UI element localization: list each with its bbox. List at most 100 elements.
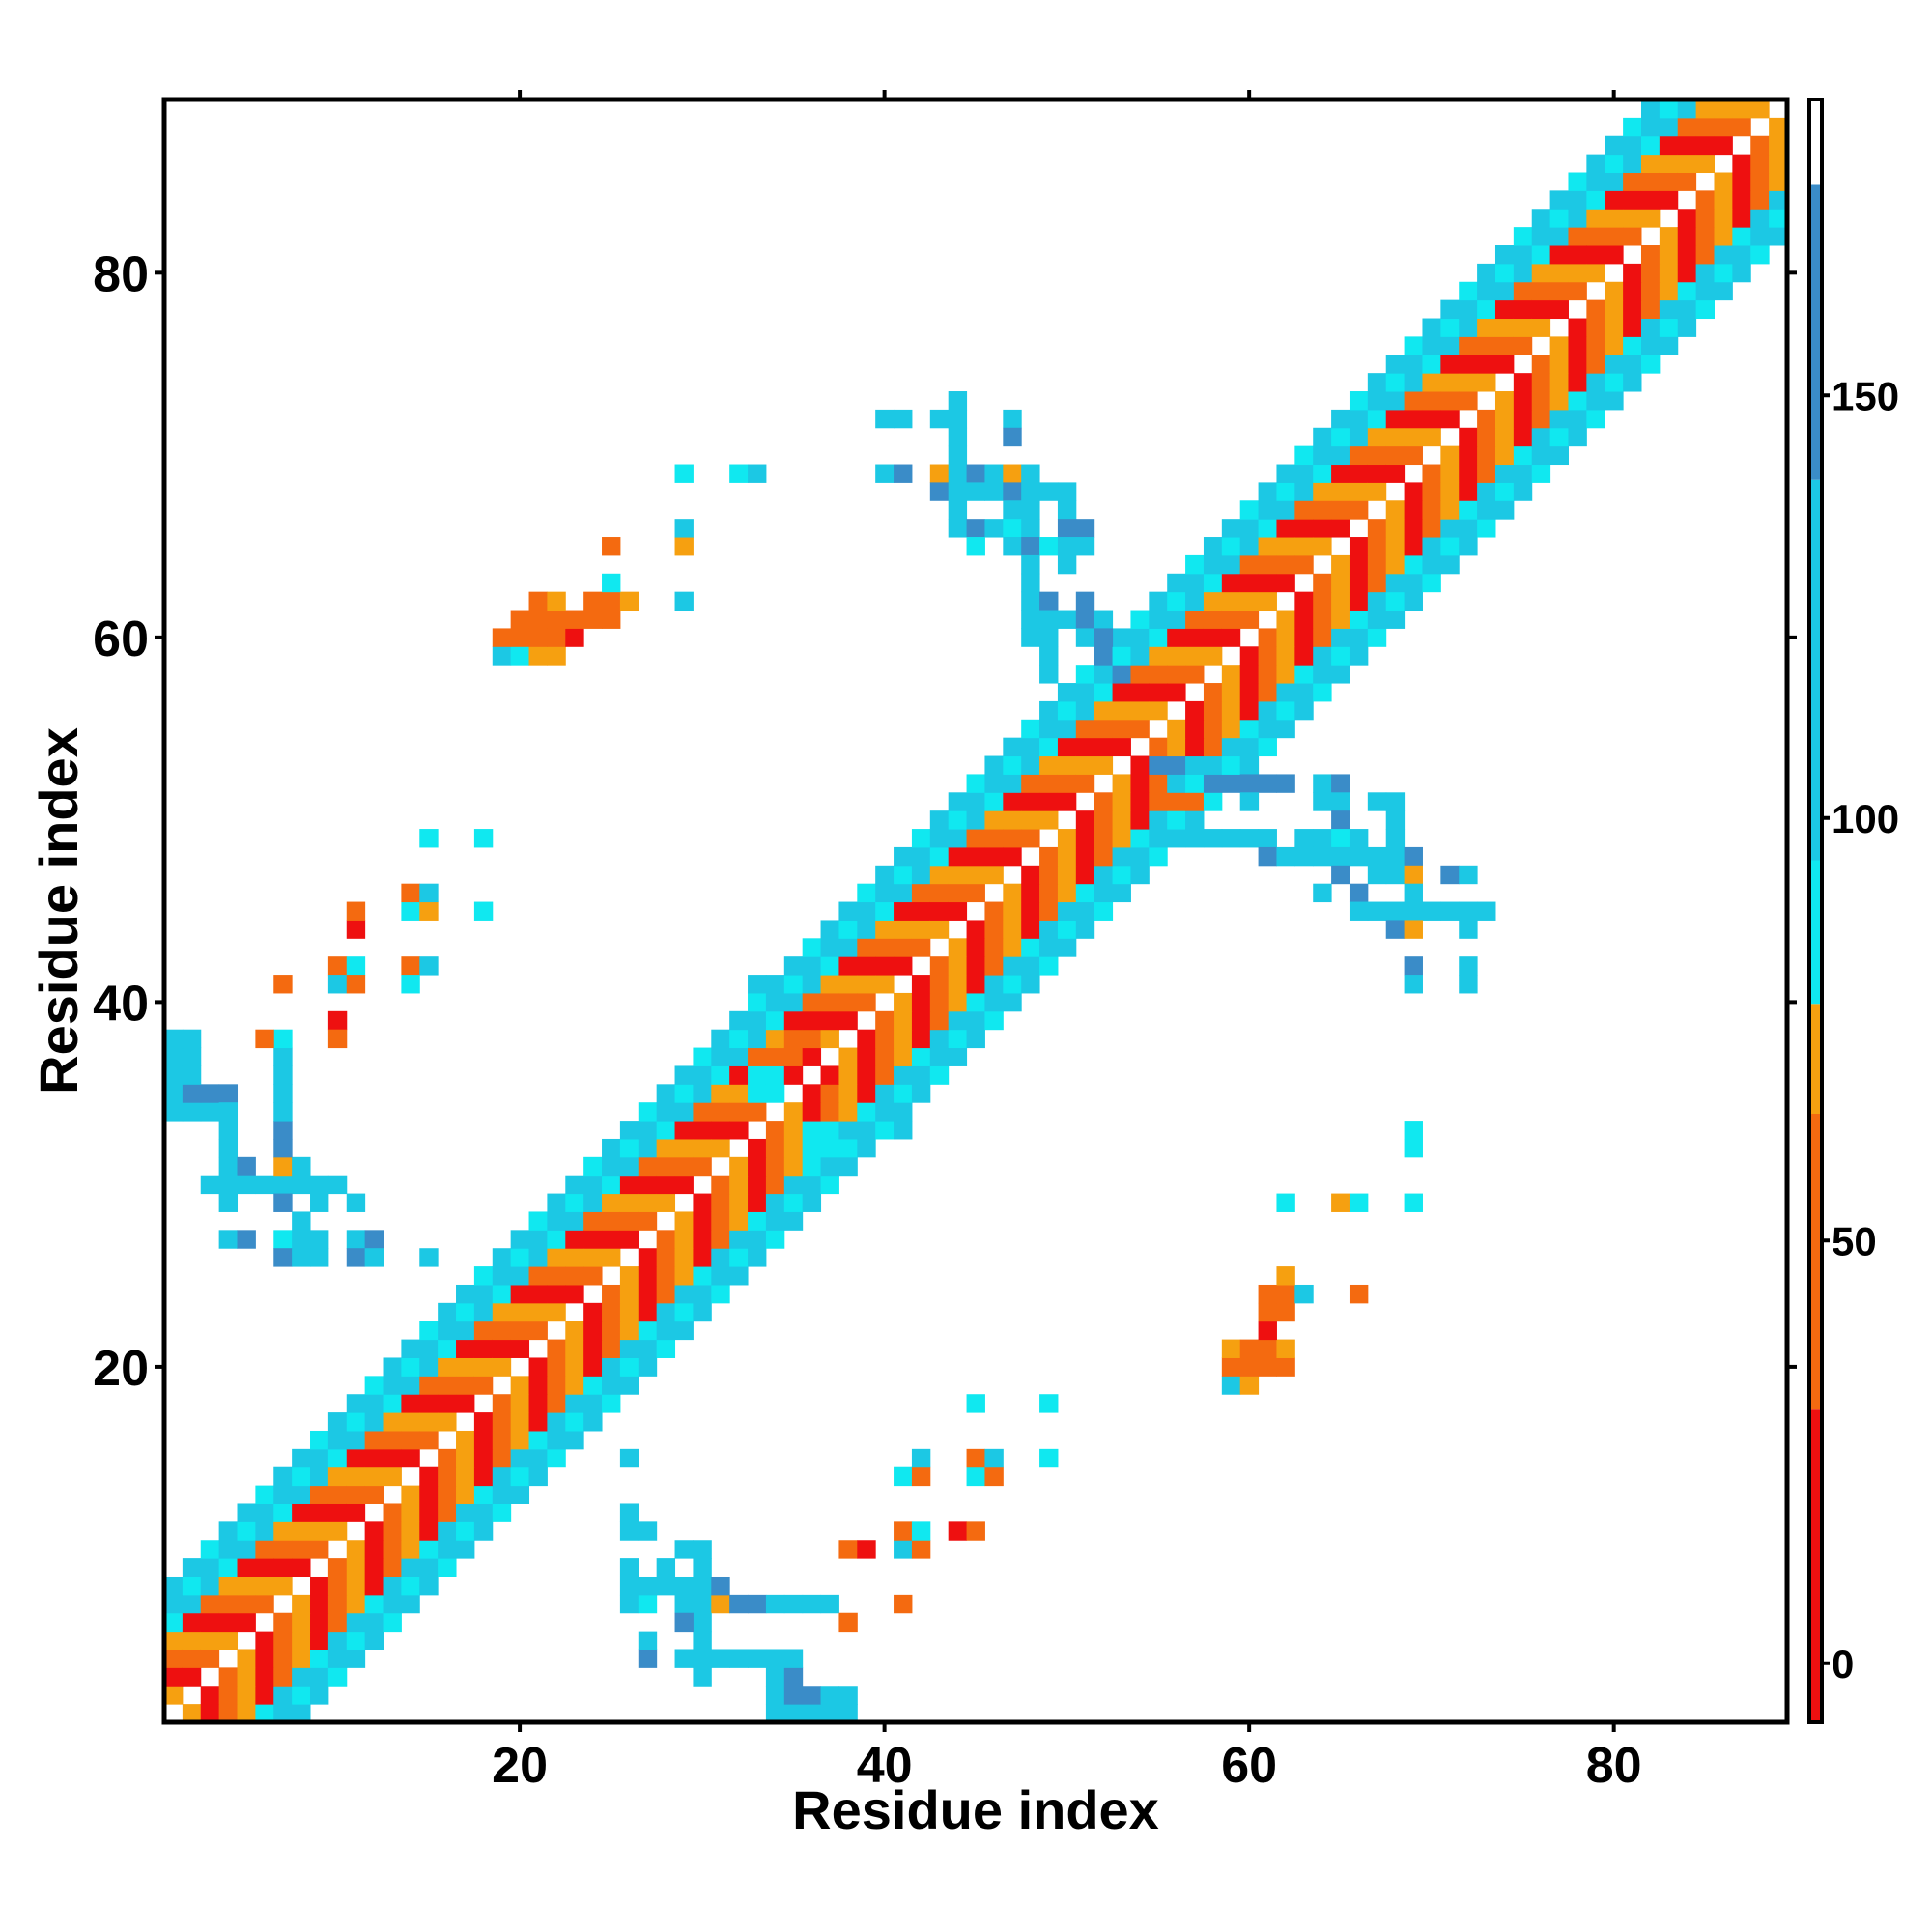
heatmap-cell (1185, 554, 1205, 575)
colorbar-band (1809, 479, 1822, 861)
heatmap-cell (1203, 792, 1223, 811)
heatmap-cell (729, 464, 749, 483)
heatmap-cell (200, 1704, 220, 1723)
heatmap-cell (200, 1612, 220, 1633)
heatmap-cell (182, 1667, 202, 1687)
heatmap-cell (1695, 227, 1715, 246)
heatmap-cell (674, 1248, 694, 1267)
heatmap-cell (1239, 683, 1260, 702)
heatmap-cell (401, 1430, 420, 1450)
heatmap-cell (364, 1466, 384, 1487)
heatmap-cell (1349, 901, 1369, 921)
heatmap-cell (1605, 135, 1624, 156)
heatmap-cell (1586, 209, 1605, 228)
heatmap-cell (1313, 500, 1332, 520)
heatmap-cell (528, 628, 548, 647)
heatmap-cell (1385, 846, 1406, 867)
heatmap-cell (419, 829, 439, 848)
heatmap-cell (1294, 683, 1314, 702)
heatmap-cell (838, 1686, 858, 1705)
heatmap-cell (218, 1156, 239, 1177)
heatmap-cell (1203, 700, 1223, 721)
heatmap-cell (292, 1503, 311, 1522)
heatmap-cell (1258, 737, 1277, 757)
heatmap-cell (1003, 537, 1022, 556)
heatmap-cell (1075, 865, 1095, 885)
heatmap-cell (218, 1121, 239, 1140)
heatmap-cell (364, 1448, 384, 1468)
heatmap-cell (310, 1594, 329, 1614)
heatmap-cell (528, 1321, 548, 1341)
heatmap-cell (765, 1193, 785, 1212)
heatmap-cell (1258, 1339, 1277, 1358)
heatmap-cell (602, 1376, 621, 1395)
heatmap-cell (619, 1302, 639, 1322)
heatmap-cell (1112, 628, 1131, 647)
heatmap-cell (802, 956, 822, 976)
heatmap-cell (438, 1521, 457, 1541)
heatmap-cell (748, 1230, 767, 1249)
heatmap-cell (602, 1230, 621, 1249)
heatmap-cell (438, 1357, 457, 1377)
heatmap-cell (565, 1321, 584, 1341)
heatmap-cell (1568, 190, 1587, 210)
heatmap-cell (1440, 554, 1460, 575)
heatmap-cell (619, 1357, 639, 1377)
heatmap-cell (765, 1211, 785, 1231)
heatmap-cell (1130, 683, 1150, 702)
heatmap-cell (583, 1412, 603, 1432)
heatmap-cell (1513, 299, 1533, 320)
heatmap-cell (1422, 482, 1441, 501)
heatmap-cell (1039, 755, 1059, 775)
heatmap-cell (237, 1704, 256, 1723)
heatmap-cell (1422, 500, 1441, 520)
heatmap-cell (1203, 774, 1223, 793)
heatmap-cell (547, 1230, 566, 1249)
heatmap-cell (182, 1704, 202, 1723)
heatmap-cell (602, 1138, 621, 1158)
heatmap-cell (327, 1448, 348, 1468)
heatmap-cell (1349, 500, 1369, 520)
heatmap-cell (255, 1649, 274, 1668)
heatmap-cell (1276, 846, 1295, 867)
heatmap-cell (273, 1503, 293, 1522)
heatmap-cell (1313, 883, 1332, 903)
heatmap-cell (200, 1175, 220, 1195)
heatmap-cell (929, 992, 950, 1012)
heatmap-cell (438, 1558, 457, 1577)
heatmap-cell (1313, 774, 1332, 793)
heatmap-cell (182, 1084, 202, 1103)
heatmap-cell (1021, 829, 1040, 848)
heatmap-cell (1331, 665, 1350, 684)
heatmap-cell (1659, 117, 1679, 137)
heatmap-cell (984, 774, 1004, 793)
heatmap-cell (1130, 792, 1150, 811)
heatmap-cell (1513, 318, 1533, 337)
heatmap-cell (583, 1193, 603, 1212)
heatmap-cell (1459, 519, 1478, 538)
heatmap-cell (729, 1084, 749, 1103)
heatmap-cell (929, 865, 950, 885)
heatmap-cell (218, 1576, 239, 1596)
heatmap-cell (492, 1321, 512, 1341)
heatmap-cell (1531, 373, 1551, 392)
heatmap-cell (1021, 810, 1040, 830)
heatmap-cell (711, 1230, 730, 1249)
heatmap-cell (1075, 665, 1095, 684)
heatmap-cell (674, 1211, 694, 1231)
heatmap-cell (401, 1576, 420, 1596)
heatmap-cell (1185, 646, 1205, 666)
heatmap-cell (948, 464, 968, 483)
heatmap-cell (838, 992, 858, 1012)
heatmap-cell (711, 1193, 730, 1212)
heatmap-cell (510, 1448, 530, 1468)
heatmap-cell (1075, 846, 1095, 867)
heatmap-cell (292, 1248, 311, 1267)
heatmap-cell (1531, 281, 1551, 301)
heatmap-cell (894, 1010, 913, 1031)
heatmap-cell (1549, 227, 1569, 246)
heatmap-cell (1185, 719, 1205, 739)
heatmap-cell (783, 1010, 804, 1031)
heatmap-cell (729, 1065, 749, 1085)
heatmap-cell (638, 1576, 658, 1596)
